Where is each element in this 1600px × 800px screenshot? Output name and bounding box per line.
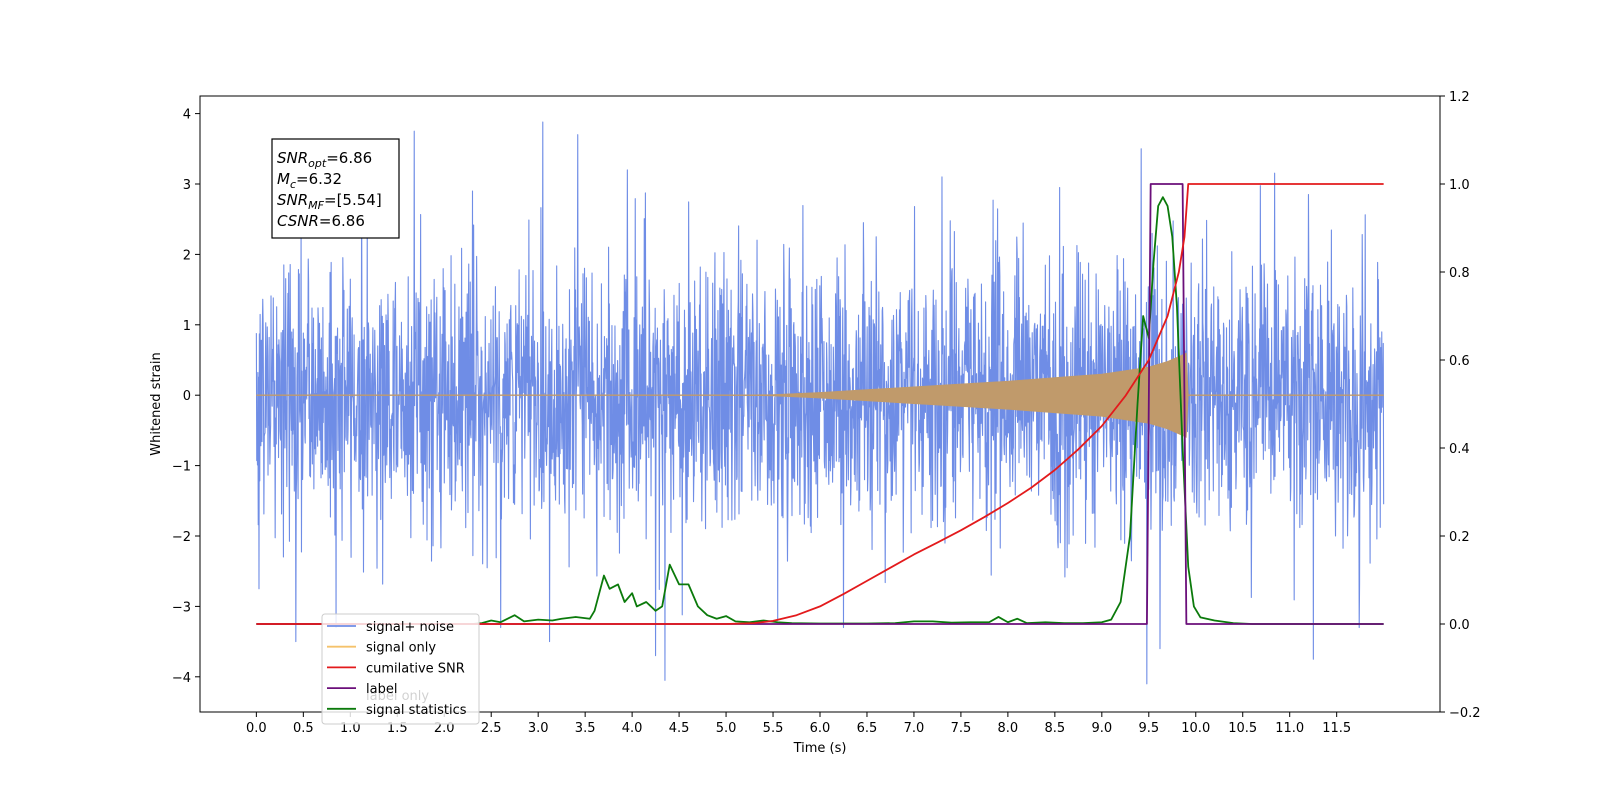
annotation-variable: SNR (277, 149, 308, 167)
x-tick-label: 1.5 (387, 721, 408, 736)
x-tick-label: 8.5 (1045, 721, 1066, 736)
y-left-tick-label: 2 (183, 248, 191, 263)
y-left-tick-label: −2 (172, 530, 191, 545)
annotation-frame (271, 138, 400, 239)
x-tick-label: 6.5 (857, 721, 878, 736)
x-tick-label: 10.0 (1181, 721, 1210, 736)
y-axis-left-ticks: 4 3 2 1 0 −1 −2 −3 −4 (172, 108, 200, 686)
y-left-tick-label: 0 (183, 389, 191, 404)
x-tick-label: 11.5 (1322, 721, 1351, 736)
annotation-line: CSNR=6.86 (277, 212, 365, 230)
x-tick-label: 7.5 (951, 721, 972, 736)
x-tick-label: 7.0 (904, 721, 925, 736)
annotation-subscript: opt (308, 157, 327, 170)
annotation-value: =6.86 (326, 149, 372, 167)
x-tick-label: 6.0 (810, 721, 831, 736)
x-tick-label: 10.5 (1228, 721, 1257, 736)
y-left-tick-label: 1 (183, 319, 191, 334)
y-left-tick-label: 3 (183, 178, 191, 193)
x-tick-label: 2.5 (481, 721, 502, 736)
x-tick-label: 0.0 (246, 721, 267, 736)
annotation-variable: M (277, 170, 290, 188)
right-axis-series (256, 183, 1384, 625)
y-right-tick-label: 0.6 (1449, 354, 1470, 369)
annotation-subscript: MF (308, 199, 324, 212)
legend: label only signal+ noise signal only cumila… (321, 613, 480, 725)
x-tick-label: 0.5 (293, 721, 314, 736)
annotation-subscript: c (290, 178, 296, 191)
annotation-value: =6.32 (296, 170, 342, 188)
annotation-variable: SNR (277, 191, 308, 209)
legend-hidden-label: label only (366, 689, 429, 704)
legend-label-label: label (366, 682, 397, 697)
x-tick-label: 4.0 (622, 721, 643, 736)
x-tick-label: 8.0 (998, 721, 1019, 736)
y-left-tick-label: −4 (172, 671, 191, 686)
y-right-tick-label: 0.4 (1449, 442, 1470, 457)
y-right-tick-label: 0.8 (1449, 266, 1470, 281)
x-tick-label: 9.0 (1091, 721, 1112, 736)
x-axis-ticks: 0.0 0.5 1.0 1.5 2.0 2.5 3.0 3.5 4.0 4.5 5.0 5.5 6.0 6… (246, 712, 1351, 736)
series-signal-only (256, 352, 1384, 438)
annotation-line: Mc=6.32 (277, 170, 342, 191)
y-axis-label: Whitened strain (149, 352, 164, 455)
y-axis-right-ticks: 1.2 1.0 0.8 0.6 0.4 0.2 0.0 −0.2 (1440, 90, 1481, 721)
series-line-label (256, 183, 1384, 625)
x-tick-label: 1.0 (340, 721, 361, 736)
x-tick-label: 5.0 (716, 721, 737, 736)
annotation-value: =6.86 (319, 212, 365, 230)
x-tick-label: 9.5 (1138, 721, 1159, 736)
annotation-line: SNRMF=[5.54] (277, 191, 382, 212)
legend-label-signal-noise: signal+ noise (366, 620, 454, 635)
legend-label-cumilative-snr: cumilative SNR (366, 661, 465, 676)
x-tick-label: 4.5 (669, 721, 690, 736)
series-signal-plus-noise (255, 121, 1385, 685)
x-tick-label: 5.5 (763, 721, 784, 736)
y-right-tick-label: 1.0 (1449, 178, 1470, 193)
legend-label-signal-statistics: signal statistics (366, 703, 467, 718)
y-right-tick-label: 1.2 (1449, 90, 1470, 105)
annotation-line: SNRopt=6.86 (277, 149, 372, 170)
x-tick-label: 11.0 (1275, 721, 1304, 736)
y-right-tick-label: −0.2 (1449, 706, 1481, 721)
y-left-tick-label: −1 (172, 460, 191, 475)
x-tick-label: 2.0 (434, 721, 455, 736)
x-tick-label: 3.5 (575, 721, 596, 736)
annotation-variable: CSNR (277, 212, 319, 230)
legend-label-signal-only: signal only (366, 641, 436, 656)
series-line-cumilative-snr (256, 183, 1384, 625)
y-left-tick-label: −3 (172, 600, 191, 615)
y-right-tick-label: 0.2 (1449, 530, 1470, 545)
annotation-value: =[5.54] (324, 191, 382, 209)
y-right-tick-label: 0.0 (1449, 618, 1470, 633)
legend-frame (321, 613, 480, 725)
x-axis-label: Time (s) (793, 741, 847, 756)
x-tick-label: 3.0 (528, 721, 549, 736)
series-line-signal-plus-noise (255, 121, 1385, 685)
y-left-tick-label: 4 (183, 108, 191, 123)
